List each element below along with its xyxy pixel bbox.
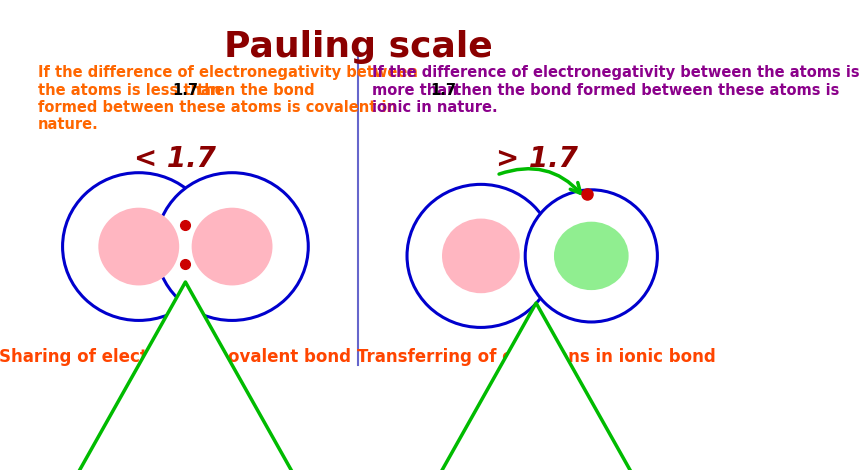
Ellipse shape (98, 208, 179, 285)
Text: Pauling scale: Pauling scale (224, 31, 492, 64)
Ellipse shape (554, 222, 629, 290)
Ellipse shape (156, 172, 308, 321)
Text: < 1.7: < 1.7 (134, 146, 216, 173)
Text: then the bond: then the bond (192, 83, 314, 97)
Ellipse shape (407, 184, 554, 328)
Ellipse shape (442, 219, 520, 293)
Text: Transferring of electrons in ionic bond: Transferring of electrons in ionic bond (357, 348, 716, 366)
Text: then the bond formed between these atoms is: then the bond formed between these atoms… (449, 83, 839, 97)
Text: > 1.7: > 1.7 (496, 146, 578, 173)
Ellipse shape (192, 208, 273, 285)
Text: 1.7: 1.7 (172, 83, 198, 97)
Text: nature.: nature. (38, 117, 98, 132)
Text: more than: more than (373, 83, 463, 97)
Text: If the difference of electronegativity between: If the difference of electronegativity b… (38, 65, 418, 80)
Text: ionic in nature.: ionic in nature. (373, 100, 498, 115)
Text: formed between these atoms is covalent in: formed between these atoms is covalent i… (38, 100, 397, 115)
Ellipse shape (525, 190, 658, 322)
Ellipse shape (63, 172, 215, 321)
Text: 1.7: 1.7 (430, 83, 456, 97)
Text: If the difference of electronegativity between the atoms is: If the difference of electronegativity b… (373, 65, 860, 80)
Text: Sharing of electrons in covalent bond: Sharing of electrons in covalent bond (0, 348, 351, 366)
Text: the atoms is less than: the atoms is less than (38, 83, 226, 97)
